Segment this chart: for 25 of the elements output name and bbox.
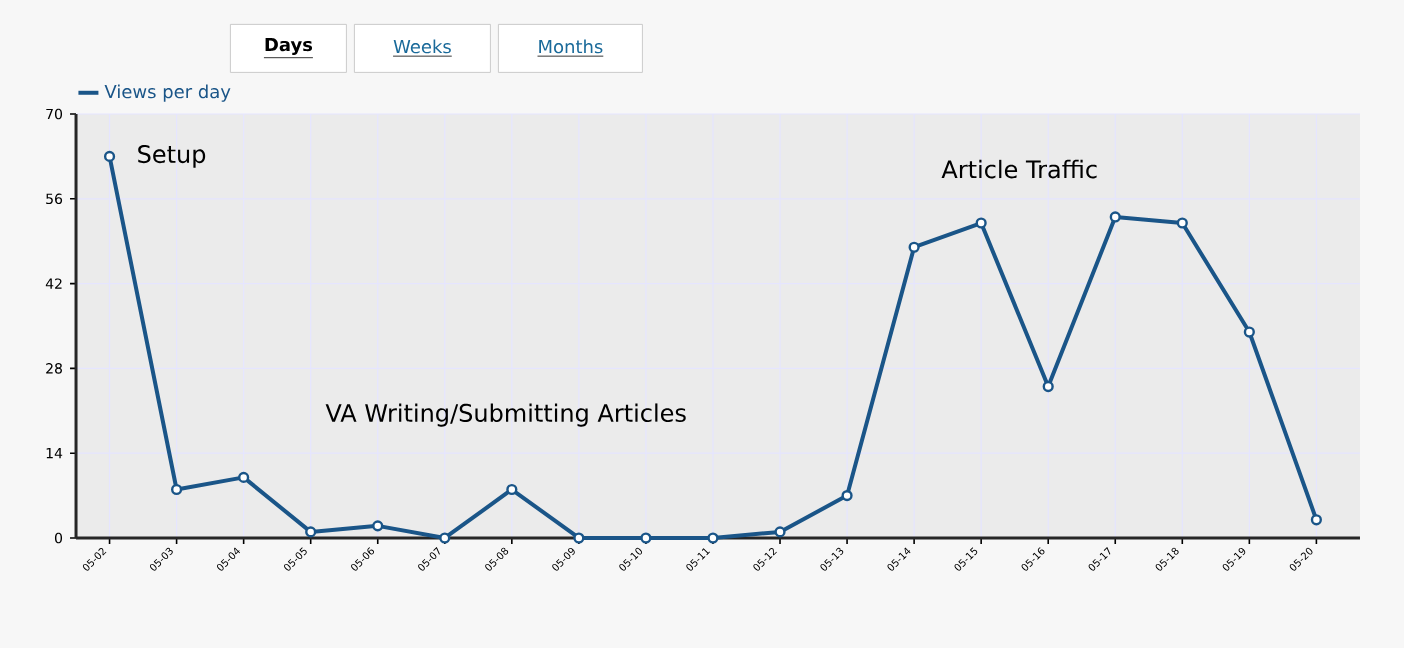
- point: [103, 150, 116, 162]
- point: [372, 520, 384, 532]
- point: [1109, 211, 1121, 223]
- point: [506, 483, 518, 496]
- point: [238, 471, 250, 484]
- point: [640, 532, 652, 544]
- annotation: Article Traffic: [941, 159, 1097, 179]
- point: [305, 526, 317, 538]
- text: Weeks: [393, 39, 451, 54]
- point: [439, 532, 451, 544]
- text: Months: [539, 39, 603, 54]
- point: [1243, 326, 1255, 338]
- point: [774, 526, 786, 538]
- point: [908, 241, 920, 253]
- legend-label: Views per day: [104, 84, 231, 102]
- annotation: Setup: [138, 144, 206, 168]
- point: [1176, 217, 1188, 229]
- text: Days: [265, 37, 313, 55]
- point: [841, 489, 853, 502]
- annotation: VA Writing/Submitting Articles: [325, 403, 686, 427]
- point: [975, 217, 987, 229]
- point: [707, 532, 719, 544]
- point: [171, 483, 183, 496]
- point: [573, 532, 585, 544]
- point: [1310, 514, 1322, 526]
